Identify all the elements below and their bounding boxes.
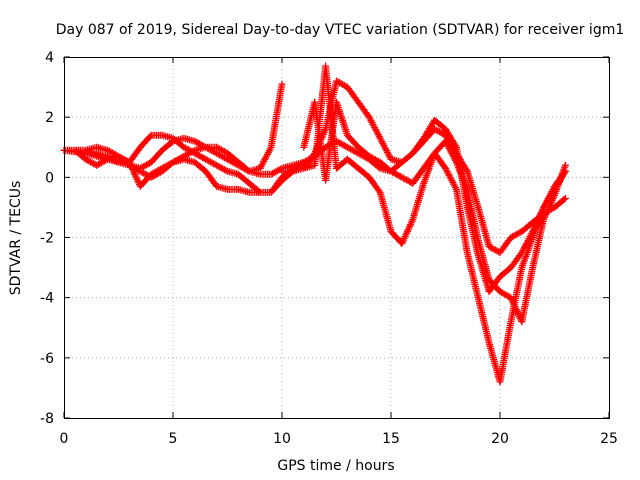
- x-tick-label: 5: [169, 431, 178, 447]
- x-tick-label: 15: [382, 431, 400, 447]
- y-tick-label: 2: [45, 110, 54, 126]
- plot-frame: [64, 57, 610, 419]
- y-tick-label: -2: [40, 231, 54, 247]
- chart-title: Day 087 of 2019, Sidereal Day-to-day VTE…: [56, 22, 625, 38]
- x-tick-label: 20: [491, 431, 509, 447]
- x-tick-label: 10: [273, 431, 291, 447]
- y-tick-label: -8: [40, 411, 54, 427]
- y-axis-label: SDTVAR / TECUs: [8, 181, 24, 296]
- x-tick-label: 0: [60, 431, 69, 447]
- y-tick-label: -4: [40, 291, 54, 307]
- y-tick-label: -6: [40, 351, 54, 367]
- x-axis-label: GPS time / hours: [277, 458, 394, 474]
- x-tick-label: 25: [600, 431, 618, 447]
- y-tick-label: 0: [45, 170, 54, 186]
- y-tick-label: 4: [45, 50, 54, 66]
